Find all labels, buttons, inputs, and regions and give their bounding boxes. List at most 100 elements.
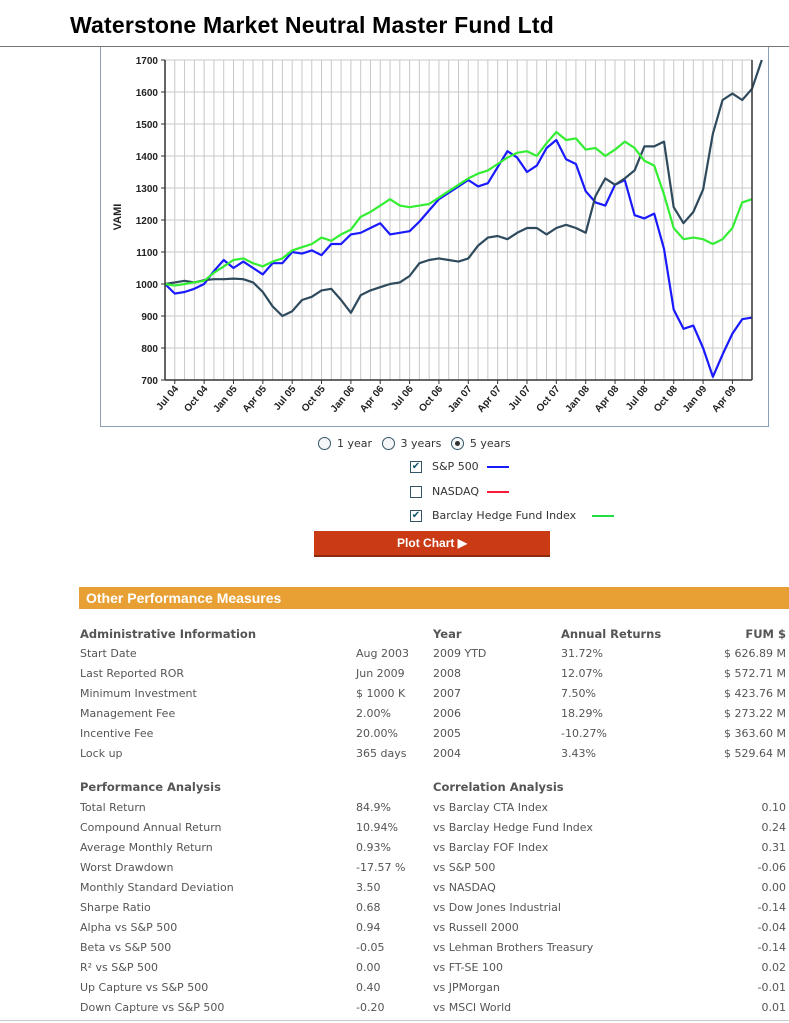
correlation-row-value: -0.01 <box>757 981 786 994</box>
admin-row-label: Last Reported ROR <box>80 667 185 680</box>
plot-chart-button[interactable]: Plot Chart ▶ <box>314 531 550 557</box>
annual-row-return: 18.29% <box>561 707 603 720</box>
performance-row-label: Average Monthly Return <box>80 841 213 854</box>
correlation-row-value: 0.10 <box>761 801 787 814</box>
x-tick-label: Apr 07 <box>475 384 504 415</box>
legend-sp500-label: S&P 500 <box>432 460 479 473</box>
legend-sp500-swatch <box>486 466 509 468</box>
y-tick-label: 1600 <box>136 88 159 99</box>
correlation-header: Correlation Analysis <box>433 780 564 794</box>
radio-5-years[interactable] <box>450 436 464 450</box>
page-title: Waterstone Market Neutral Master Fund Lt… <box>70 12 555 38</box>
radio-3-years[interactable] <box>381 436 395 450</box>
barclay-checkbox[interactable]: ✔ <box>410 510 422 522</box>
performance-row-value: -17.57 % <box>356 861 406 874</box>
radio-3-years-label: 3 years <box>400 436 442 450</box>
admin-header-label: Administrative Information <box>80 627 257 641</box>
correlation-row-label: vs NASDAQ <box>433 881 496 894</box>
annual-row-return: 31.72% <box>561 647 603 660</box>
admin-row-label: Incentive Fee <box>80 727 154 740</box>
performance-header: Performance Analysis <box>80 780 221 794</box>
annual-row-fum: $ 529.64 M <box>724 747 786 760</box>
y-tick-label: 1200 <box>136 216 159 227</box>
admin-row-value: 365 days <box>356 747 407 760</box>
performance-row-value: 0.00 <box>356 961 381 974</box>
section-header: Other Performance Measures <box>79 587 789 609</box>
nasdaq-checkbox[interactable] <box>410 486 422 498</box>
x-tick-label: Jul 08 <box>624 384 651 413</box>
x-tick-label: Jul 06 <box>389 384 416 413</box>
admin-row-value: Aug 2003 <box>356 647 409 660</box>
admin-row-label: Minimum Investment <box>80 687 197 700</box>
performance-row-value: -0.20 <box>356 1001 385 1014</box>
annual-row-fum: $ 273.22 M <box>724 707 786 720</box>
x-tick-label: Apr 05 <box>241 384 270 415</box>
annual-row-return: 12.07% <box>561 667 603 680</box>
sp500-checkbox[interactable]: ✔ <box>410 461 422 473</box>
correlation-row-value: 0.01 <box>761 1001 787 1014</box>
annual-row-fum: $ 626.89 M <box>724 647 786 660</box>
fum-column-header: FUM $ <box>745 627 786 641</box>
x-tick-label: Jan 06 <box>329 384 358 415</box>
x-tick-label: Jan 07 <box>446 384 475 415</box>
admin-header: Administrative Information <box>80 627 256 641</box>
radio-5-years-label: 5 years <box>469 436 511 450</box>
performance-row-label: Compound Annual Return <box>80 821 222 834</box>
vami-chart: 700 800 900 1000 1100 1200 1300 1400 1500 1600 170… <box>112 56 763 415</box>
performance-row-label: Sharpe Ratio <box>80 901 151 914</box>
admin-row-value: 20.00% <box>356 727 398 740</box>
admin-row-value: 2.00% <box>356 707 391 720</box>
year-column-header: Year <box>433 627 462 641</box>
annual-row-year: 2006 <box>433 707 461 720</box>
correlation-row-value: -0.06 <box>757 861 786 874</box>
legend-nasdaq: NASDAQ <box>410 485 510 498</box>
annual-row-fum: $ 423.76 M <box>724 687 786 700</box>
performance-row-value: 0.94 <box>356 921 381 934</box>
correlation-row-label: vs FT-SE 100 <box>433 961 503 974</box>
series-line-0 <box>164 138 753 378</box>
correlation-row-label: vs MSCI World <box>433 1001 512 1014</box>
y-axis-label: VAMI <box>112 204 124 231</box>
correlation-row-value: 0.31 <box>761 841 787 854</box>
x-tick-label: Jul 05 <box>272 384 299 413</box>
performance-row-label: Worst Drawdown <box>80 861 174 874</box>
performance-row-value: 84.9% <box>356 801 391 814</box>
y-tick-label: 700 <box>141 376 158 387</box>
correlation-row-value: 0.00 <box>761 881 787 894</box>
annual-row-return: 7.50% <box>561 687 596 700</box>
x-tick-label: Apr 09 <box>710 384 739 415</box>
annual-row-return: -10.27% <box>561 727 607 740</box>
y-tick-label: 1500 <box>136 120 159 131</box>
bottom-divider <box>0 1020 789 1021</box>
title-divider <box>0 46 789 47</box>
correlation-row-label: vs Barclay CTA Index <box>433 801 549 814</box>
correlation-row-label: vs Barclay FOF Index <box>433 841 549 854</box>
admin-row-value: Jun 2009 <box>356 667 405 680</box>
annual-row-year: 2004 <box>433 747 461 760</box>
correlation-row-label: vs Lehman Brothers Treasury <box>433 941 594 954</box>
annual-row-year: 2005 <box>433 727 461 740</box>
annual-row-year: 2007 <box>433 687 461 700</box>
correlation-row-value: -0.14 <box>757 901 786 914</box>
legend-barclay-label: Barclay Hedge Fund Index <box>432 509 577 522</box>
series-line-2 <box>164 130 753 287</box>
chart-panel: 700 800 900 1000 1100 1200 1300 1400 1500 1600 170… <box>100 47 769 427</box>
legend-barclay: ✔ Barclay Hedge Fund Index <box>410 509 615 522</box>
performance-row-label: Down Capture vs S&P 500 <box>80 1001 225 1014</box>
annual-row-return: 3.43% <box>561 747 596 760</box>
x-tick-label: Apr 06 <box>358 384 387 415</box>
x-tick-label: Jul 04 <box>154 384 181 413</box>
chart-grid <box>164 59 753 381</box>
performance-row-value: -0.05 <box>356 941 385 954</box>
performance-row-label: Up Capture vs S&P 500 <box>80 981 209 994</box>
x-tick-label: Oct 05 <box>300 384 328 415</box>
y-tick-label: 1000 <box>136 280 159 291</box>
performance-row-label: R² vs S&P 500 <box>80 961 158 974</box>
admin-row-label: Lock up <box>80 747 123 760</box>
legend-nasdaq-label: NASDAQ <box>432 485 480 498</box>
performance-row-value: 3.50 <box>356 881 381 894</box>
correlation-row-value: -0.04 <box>757 921 786 934</box>
radio-1-year[interactable] <box>318 436 331 450</box>
performance-row-value: 0.68 <box>356 901 381 914</box>
legend-nasdaq-swatch <box>487 491 510 493</box>
